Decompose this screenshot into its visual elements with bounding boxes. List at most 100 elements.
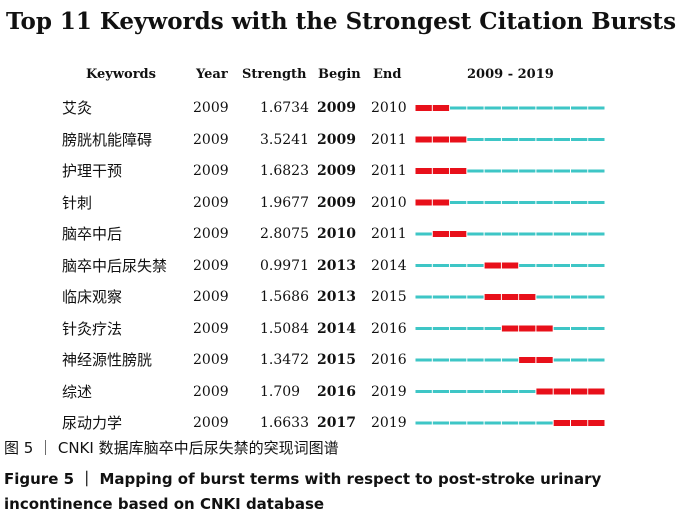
baseline-segment (467, 232, 484, 236)
keyword-cell: 脑卒中后尿失禁 (62, 256, 168, 275)
baseline-segment (415, 421, 432, 425)
baseline-segment (519, 138, 536, 141)
baseline-segment (484, 390, 501, 393)
burst-segment (519, 357, 536, 363)
baseline-segment (571, 232, 588, 236)
caption-english-line1: Figure 5 ｜ Mapping of burst terms with r… (4, 470, 602, 488)
burst-segment (553, 388, 570, 395)
header-end: End (373, 67, 402, 82)
burst-segment (571, 420, 588, 426)
keyword-cell: 艾灸 (62, 99, 93, 117)
baseline-segment (553, 358, 570, 362)
year-cell: 2009 (193, 289, 229, 305)
baseline-segment (450, 327, 467, 330)
begin-cell: 2013 (317, 257, 356, 274)
baseline-segment (536, 138, 553, 141)
strength-cell: 1.3472 (260, 352, 309, 368)
baseline-segment (467, 201, 484, 204)
baseline-segment (571, 327, 588, 330)
keyword-cell: 脑卒中后 (62, 225, 123, 243)
baseline-segment (484, 358, 501, 362)
baseline-segment (553, 295, 570, 299)
end-cell: 2015 (371, 289, 407, 305)
year-cell: 2009 (193, 194, 229, 211)
baseline-segment (553, 264, 570, 267)
keyword-cell: 综述 (62, 382, 93, 401)
begin-cell: 2013 (317, 289, 356, 305)
header-strength: Strength (242, 67, 307, 82)
baseline-segment (484, 421, 501, 425)
baseline-segment (501, 201, 519, 204)
baseline-segment (536, 232, 553, 236)
burst-segment (432, 199, 450, 206)
burst-segment (432, 105, 450, 111)
baseline-segment (536, 295, 553, 299)
begin-cell: 2009 (317, 131, 356, 148)
burst-segment (432, 168, 450, 174)
baseline-segment (467, 138, 484, 141)
baseline-segment (519, 421, 536, 425)
baseline-segment (553, 327, 570, 330)
baseline-segment (571, 138, 588, 141)
end-cell: 2010 (371, 100, 407, 116)
burst-segment (519, 325, 536, 332)
year-cell: 2009 (193, 352, 229, 368)
baseline-segment (432, 421, 450, 425)
end-cell: 2014 (371, 257, 407, 274)
baseline-segment (553, 232, 570, 236)
end-cell: 2019 (371, 415, 407, 431)
baseline-segment (536, 264, 553, 267)
burst-segment (501, 325, 519, 332)
baseline-segment (467, 106, 484, 110)
burst-segment (571, 388, 588, 395)
keyword-cell: 临床观察 (62, 288, 123, 306)
baseline-segment (501, 106, 519, 110)
baseline-segment (588, 327, 605, 330)
baseline-segment (519, 201, 536, 204)
strength-cell: 3.5241 (260, 131, 309, 148)
end-cell: 2011 (371, 131, 407, 148)
baseline-segment (519, 232, 536, 236)
baseline-segment (450, 295, 467, 299)
year-cell: 2009 (193, 320, 229, 337)
keyword-cell: 针灸疗法 (62, 319, 123, 338)
baseline-segment (501, 358, 519, 362)
baseline-segment (588, 169, 605, 173)
baseline-segment (571, 358, 588, 362)
end-cell: 2016 (371, 320, 407, 337)
year-cell: 2009 (193, 415, 229, 431)
year-cell: 2009 (193, 131, 229, 148)
header-keywords: Keywords (86, 67, 156, 82)
baseline-segment (484, 138, 501, 141)
begin-cell: 2010 (317, 226, 356, 242)
burst-segment (450, 136, 467, 143)
baseline-segment (432, 358, 450, 362)
baseline-segment (415, 232, 432, 236)
baseline-segment (571, 169, 588, 173)
burst-segment (536, 325, 553, 332)
baseline-segment (484, 327, 501, 330)
caption-english-line2: incontinence based on CNKI database (4, 495, 325, 513)
baseline-segment (519, 264, 536, 267)
baseline-segment (415, 358, 432, 362)
keyword-cell: 针刺 (62, 193, 93, 212)
baseline-segment (536, 421, 553, 425)
baseline-segment (484, 169, 501, 173)
baseline-segment (519, 106, 536, 110)
end-cell: 2010 (371, 194, 407, 211)
caption-chinese: 图 5 ｜ CNKI 数据库脑卒中后尿失禁的突现词图谱 (4, 439, 339, 457)
strength-cell: 1.6823 (260, 163, 309, 179)
baseline-segment (432, 390, 450, 393)
baseline-segment (415, 295, 432, 299)
burst-segment (484, 294, 501, 300)
baseline-segment (484, 232, 501, 236)
baseline-segment (519, 390, 536, 393)
baseline-segment (501, 421, 519, 425)
baseline-segment (467, 358, 484, 362)
baseline-segment (467, 169, 484, 173)
burst-segment (415, 168, 432, 174)
burst-segment (536, 388, 553, 395)
begin-cell: 2016 (317, 383, 356, 400)
baseline-segment (467, 390, 484, 393)
baseline-segment (536, 169, 553, 173)
